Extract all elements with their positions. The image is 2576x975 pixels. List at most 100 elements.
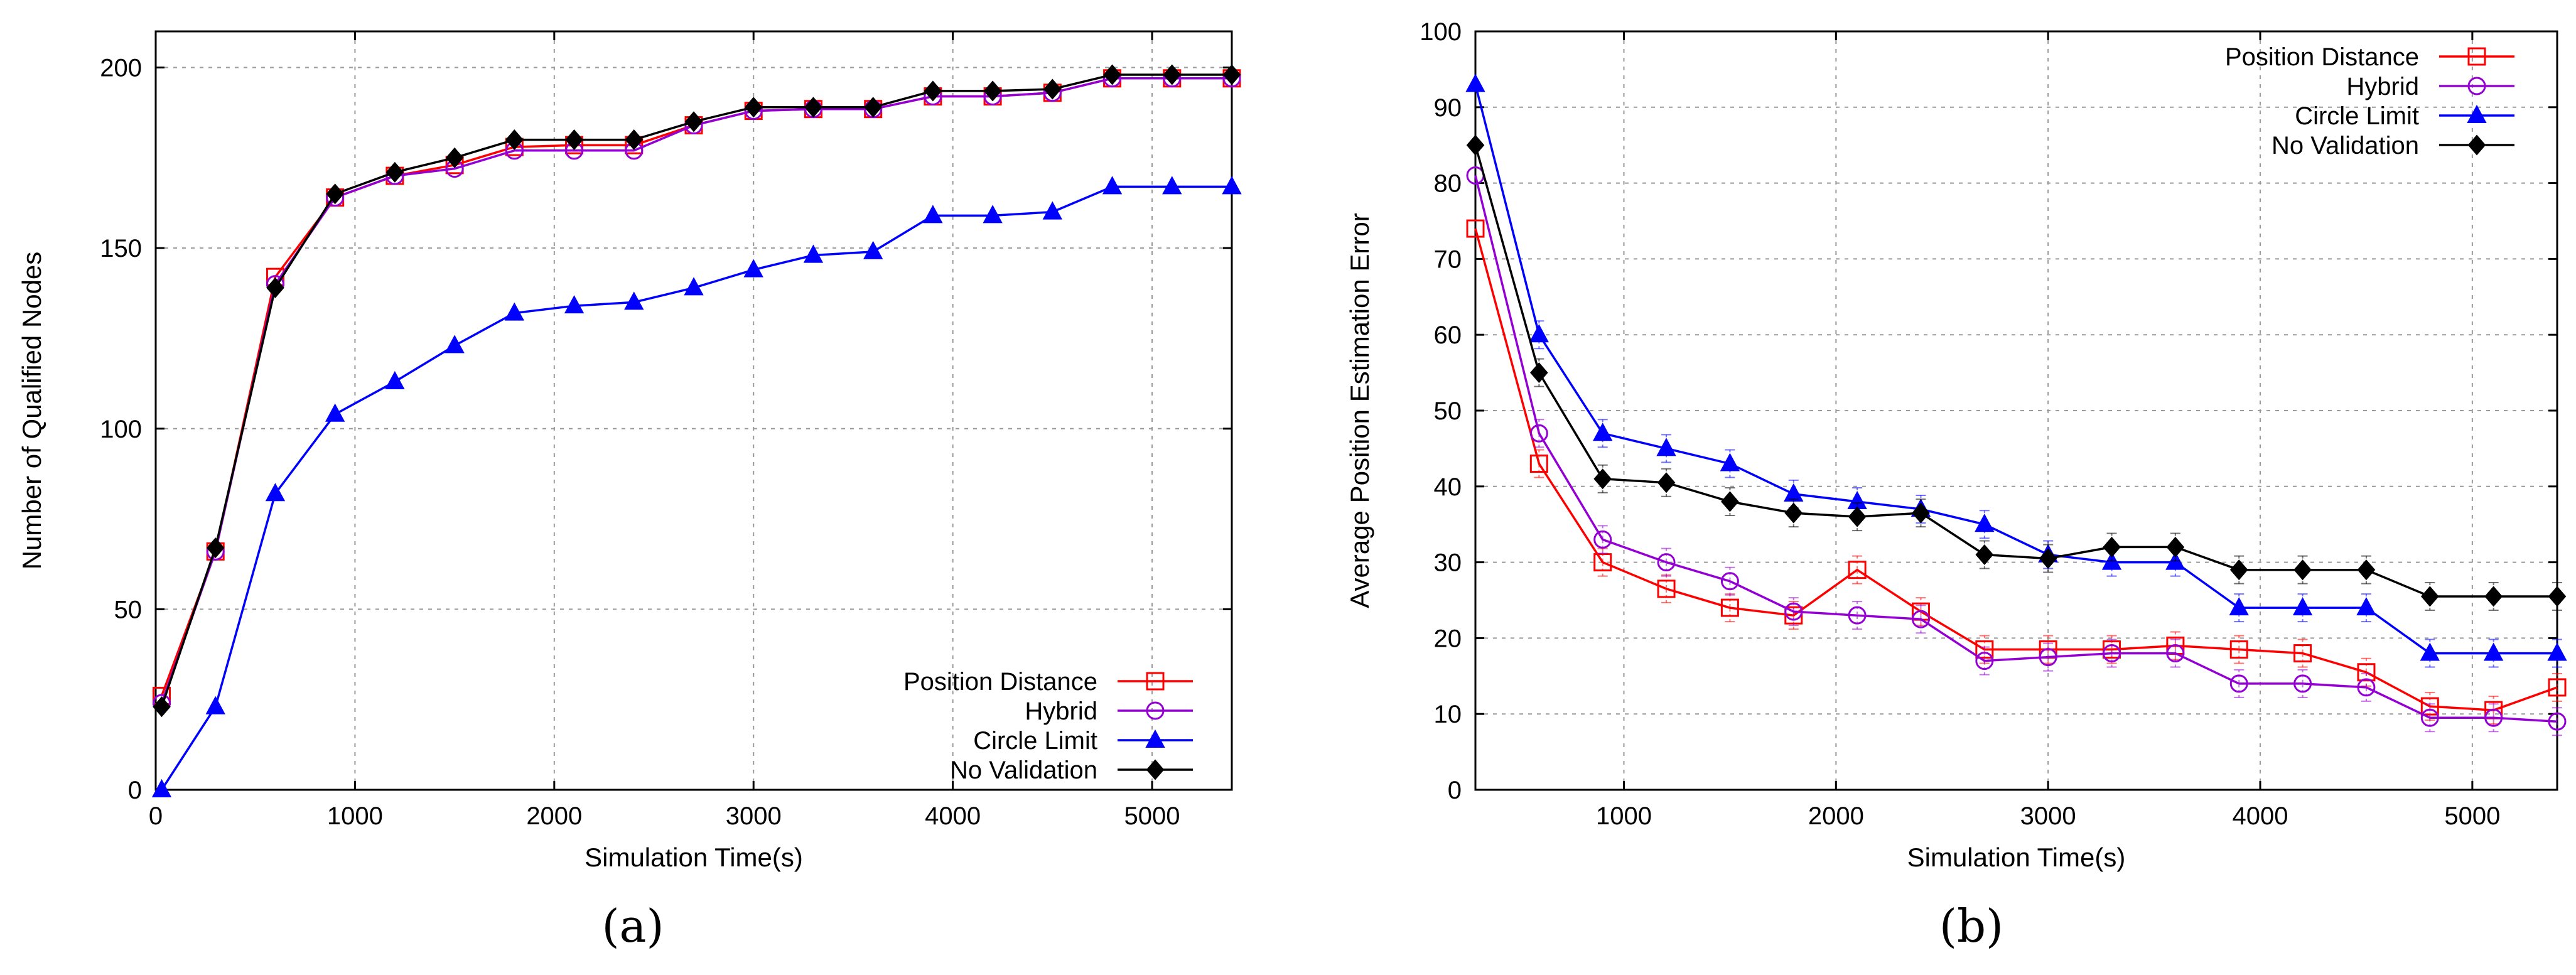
- legend-marker: [2467, 77, 2486, 95]
- data-point: [2229, 559, 2248, 581]
- x-tick-label: 0: [149, 802, 163, 830]
- y-tick-label: 100: [100, 416, 142, 443]
- data-point: [2548, 678, 2567, 697]
- data-point: [2420, 642, 2440, 661]
- data-point: [2039, 548, 2057, 569]
- series-line: [1474, 175, 2558, 723]
- data-point: [983, 80, 1002, 102]
- data-point: [1912, 502, 1930, 524]
- data-point: [1162, 176, 1182, 195]
- data-point: [1848, 561, 1867, 579]
- y-tick-label: 90: [1434, 94, 1462, 122]
- data-point: [2547, 642, 2567, 661]
- data-point: [2293, 674, 2312, 693]
- series-position-distance: [1466, 219, 2567, 725]
- data-point: [325, 403, 345, 422]
- data-point: [2357, 559, 2376, 581]
- data-point: [2103, 536, 2121, 558]
- x-tick-label: 4000: [925, 802, 981, 830]
- data-point: [2166, 644, 2185, 663]
- legend-label: Hybrid: [2346, 73, 2419, 100]
- legend-label: No Validation: [950, 757, 1097, 784]
- data-point: [564, 295, 585, 314]
- series-no-validation: [1466, 134, 2567, 611]
- x-tick-label: 2000: [526, 802, 582, 830]
- legend-marker: [1145, 729, 1165, 748]
- data-point: [385, 370, 405, 389]
- data-point: [2039, 648, 2057, 667]
- y-tick-label: 70: [1434, 245, 1462, 273]
- legend-label: Position Distance: [2225, 43, 2419, 71]
- data-point: [445, 147, 464, 168]
- data-point: [1102, 176, 1123, 195]
- data-point: [923, 205, 943, 224]
- data-point: [2484, 586, 2503, 607]
- x-tick-label: 5000: [2444, 802, 2500, 830]
- data-point: [1784, 502, 1803, 524]
- data-point: [1720, 598, 1739, 617]
- data-point: [2293, 644, 2312, 663]
- y-axis-title: Number of Qualified Nodes: [17, 252, 46, 570]
- legend-label: No Validation: [2272, 132, 2419, 159]
- x-tick-label: 4000: [2233, 802, 2288, 830]
- y-tick-label: 20: [1434, 625, 1462, 652]
- legend-label: Circle Limit: [973, 727, 1097, 755]
- data-point: [2356, 596, 2376, 616]
- data-point: [206, 537, 225, 559]
- data-point: [1657, 579, 1676, 598]
- data-point: [565, 129, 583, 151]
- data-point: [1222, 176, 1242, 195]
- series-line: [160, 77, 1232, 697]
- y-tick-label: 100: [1420, 18, 1462, 46]
- legend-marker: [1146, 759, 1165, 780]
- legend-label: Circle Limit: [2295, 102, 2419, 130]
- data-point: [1042, 201, 1063, 220]
- data-point: [1593, 468, 1612, 490]
- data-point: [1593, 530, 1612, 549]
- data-point: [983, 205, 1003, 224]
- y-tick-label: 0: [128, 777, 142, 804]
- data-point: [1656, 438, 1676, 456]
- data-point: [1657, 553, 1676, 572]
- legend-marker: [1146, 701, 1165, 720]
- legend-label: Hybrid: [1025, 698, 1097, 725]
- data-point: [2229, 596, 2249, 616]
- data-point: [2548, 586, 2567, 607]
- x-tick-label: 1000: [1596, 802, 1652, 830]
- y-tick-label: 60: [1434, 321, 1462, 349]
- data-point: [385, 161, 404, 183]
- data-point: [2166, 536, 2185, 558]
- y-tick-label: 10: [1434, 701, 1462, 728]
- data-point: [1975, 514, 1995, 532]
- data-point: [1593, 553, 1612, 572]
- panel-label: (a): [601, 900, 664, 952]
- data-point: [2292, 596, 2313, 616]
- series-circle-limit: [151, 176, 1242, 797]
- data-point: [1657, 472, 1676, 493]
- data-point: [2483, 642, 2504, 661]
- series-line: [1474, 228, 2558, 711]
- data-point: [1466, 219, 1485, 238]
- data-point: [1848, 606, 1867, 625]
- data-point: [2548, 712, 2567, 731]
- data-point: [1043, 78, 1062, 100]
- y-tick-label: 0: [1448, 777, 1462, 804]
- y-tick-label: 50: [114, 596, 143, 623]
- data-point: [2293, 559, 2312, 581]
- series-hybrid: [1466, 166, 2567, 736]
- data-point: [265, 483, 286, 502]
- data-point: [2420, 586, 2439, 607]
- data-point: [445, 335, 465, 353]
- data-point: [1529, 324, 1549, 343]
- data-point: [2420, 708, 2439, 727]
- data-point: [864, 97, 882, 118]
- y-tick-label: 30: [1434, 549, 1462, 577]
- data-point: [326, 183, 344, 205]
- series-line: [1474, 84, 2557, 655]
- series-line: [160, 73, 1232, 708]
- data-point: [625, 129, 644, 151]
- data-point: [1593, 423, 1613, 441]
- data-point: [1163, 64, 1182, 85]
- data-point: [924, 80, 942, 102]
